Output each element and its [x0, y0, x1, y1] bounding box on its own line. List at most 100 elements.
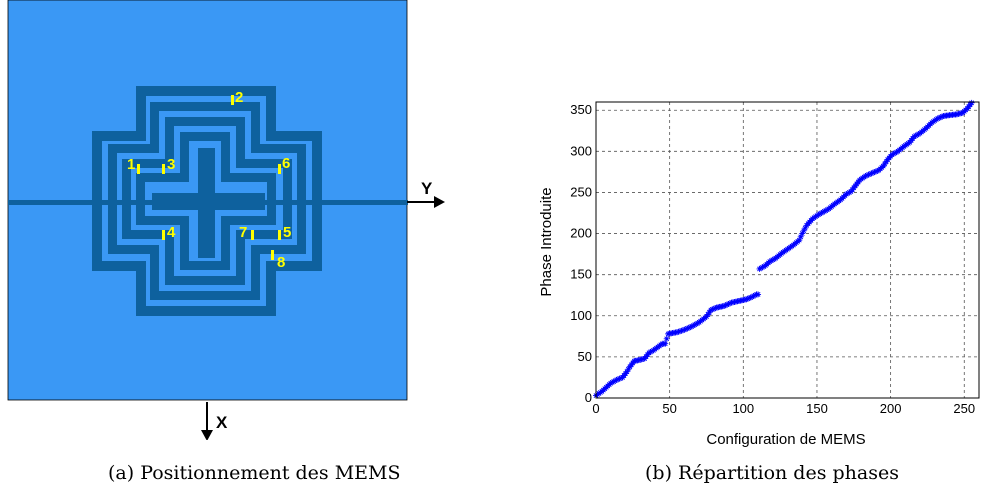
data-point	[868, 170, 875, 177]
data-point	[727, 300, 734, 307]
data-point	[618, 375, 625, 382]
chart-ticks: 0 50 100 150 200 250 0 50 100 150 200 250 300 350	[570, 102, 975, 416]
data-point	[819, 209, 826, 216]
data-point	[752, 292, 759, 299]
data-point	[760, 263, 767, 270]
mems-switch-7	[251, 230, 254, 240]
data-point	[881, 160, 888, 167]
data-point	[746, 295, 753, 302]
caption-a: (a) Positionnement des MEMS	[108, 462, 401, 484]
mems-label-7: 7	[239, 224, 247, 241]
data-point	[749, 293, 756, 300]
data-point	[818, 210, 825, 216]
y-tick-label: 200	[570, 226, 592, 241]
data-point	[869, 169, 876, 176]
mems-label-2: 2	[235, 89, 243, 106]
chart-y-axis-title: Phase Introduite	[538, 187, 555, 296]
y-tick-label: 350	[570, 102, 592, 117]
mems-switch-2	[231, 95, 234, 105]
data-point	[678, 327, 685, 334]
x-tick-label: 50	[662, 401, 676, 416]
data-point	[892, 149, 899, 156]
data-point	[704, 311, 711, 318]
data-point	[862, 173, 869, 179]
innermost-ring	[136, 132, 276, 270]
data-point	[890, 150, 897, 157]
mems-label-3: 3	[167, 156, 175, 173]
data-point	[871, 169, 878, 176]
mems-switch-5	[278, 230, 281, 240]
data-point	[883, 158, 890, 165]
data-point	[844, 190, 851, 197]
data-point	[688, 323, 695, 330]
data-point	[721, 302, 728, 309]
mems-switch-8	[271, 250, 274, 260]
data-point	[616, 375, 623, 382]
data-point	[709, 306, 716, 313]
data-point	[682, 326, 689, 333]
y-tick-label: 150	[570, 267, 592, 282]
data-point	[710, 305, 717, 312]
mems-label-4: 4	[167, 224, 176, 241]
x-axis-arrow	[201, 402, 213, 440]
data-point	[843, 191, 850, 198]
x-tick-label: 250	[953, 401, 975, 416]
data-point	[822, 207, 829, 214]
feed-line	[8, 200, 408, 205]
data-point	[607, 380, 614, 387]
y-tick-label: 300	[570, 143, 592, 158]
data-point	[712, 305, 719, 312]
data-point	[889, 151, 896, 158]
data-point	[744, 295, 751, 302]
data-point	[725, 300, 732, 307]
data-point	[722, 302, 729, 309]
data-point	[939, 113, 946, 120]
data-point	[912, 132, 919, 139]
data-point	[663, 335, 670, 342]
data-point	[707, 307, 714, 314]
data-point	[846, 189, 853, 196]
x-tick-label: 100	[732, 401, 754, 416]
mems-switch-3	[162, 164, 165, 174]
data-point	[675, 328, 682, 335]
data-point	[914, 131, 921, 138]
data-point	[802, 225, 809, 232]
data-point	[676, 328, 683, 335]
data-point	[771, 256, 778, 263]
data-point	[911, 133, 918, 140]
data-point	[648, 348, 655, 355]
mems-switches	[137, 95, 281, 260]
data-point	[934, 115, 941, 122]
data-point	[724, 301, 731, 308]
data-point	[750, 293, 757, 300]
y-tick-label: 50	[578, 349, 592, 364]
y-axis-arrow	[407, 196, 445, 208]
mems-layout-figure: 1 2 3 4 5 6 7 8 Y X	[7, 0, 445, 440]
data-point	[800, 227, 807, 234]
data-point	[821, 208, 828, 215]
y-tick-label: 100	[570, 308, 592, 323]
mems-switch-4	[162, 230, 165, 240]
mems-switch-1	[137, 164, 140, 174]
data-point	[797, 233, 804, 240]
x-tick-label: 150	[806, 401, 828, 416]
data-point	[893, 149, 900, 156]
data-point	[866, 171, 873, 178]
data-point	[937, 114, 944, 121]
data-point	[968, 99, 975, 106]
data-point	[612, 377, 619, 384]
data-point	[690, 322, 697, 329]
data-point	[694, 320, 701, 327]
data-point	[864, 172, 871, 179]
data-point	[880, 163, 887, 170]
data-point	[674, 329, 681, 336]
data-point	[685, 324, 692, 331]
mems-label-5: 5	[283, 224, 291, 241]
data-point	[747, 294, 754, 301]
inner-ring	[122, 117, 292, 285]
data-point	[799, 230, 806, 237]
mems-switch-6	[278, 164, 281, 174]
data-point	[706, 309, 713, 316]
data-point	[915, 131, 922, 138]
data-point	[625, 366, 632, 373]
